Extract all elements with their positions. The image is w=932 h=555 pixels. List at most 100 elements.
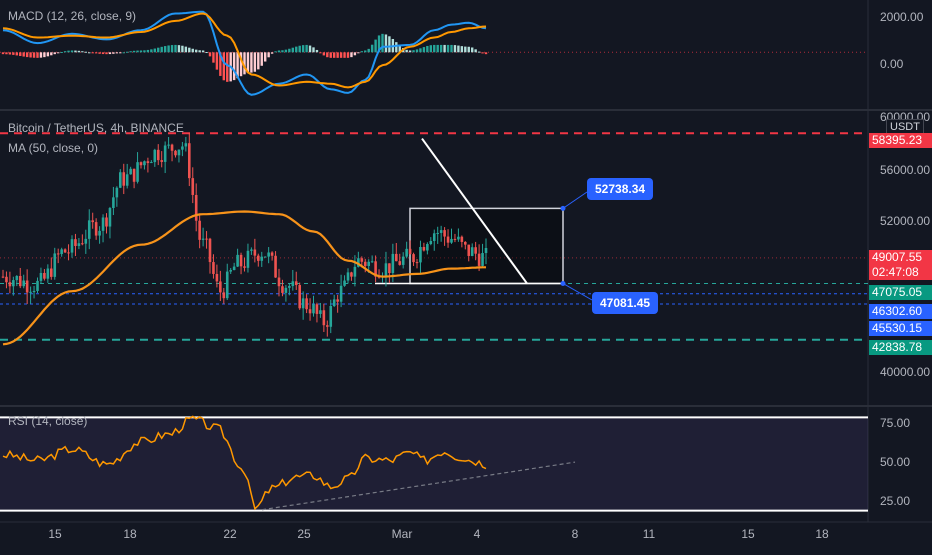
macd-histogram-bar bbox=[308, 45, 312, 53]
candle-body bbox=[108, 208, 112, 227]
box-high-callout[interactable]: 52738.34 bbox=[587, 178, 654, 200]
support-price-tag: 42838.78 bbox=[869, 340, 932, 355]
macd-histogram-bar bbox=[291, 47, 294, 53]
candle-body bbox=[122, 172, 126, 186]
macd-histogram-bar bbox=[222, 52, 225, 81]
macd-histogram-bar bbox=[208, 52, 212, 57]
candle-body bbox=[174, 150, 177, 156]
candle-body bbox=[322, 310, 326, 326]
candle-body bbox=[229, 270, 232, 272]
countdown-tag: 02:47:08 bbox=[869, 265, 932, 280]
callout-connector bbox=[562, 283, 593, 301]
candle-body bbox=[98, 230, 101, 236]
macd-histogram-bar bbox=[288, 48, 291, 53]
candle-body bbox=[208, 238, 212, 263]
candle-body bbox=[250, 249, 253, 251]
macd-histogram-bar bbox=[450, 44, 453, 53]
rsi-band bbox=[0, 417, 868, 511]
macd-histogram-bar bbox=[91, 52, 94, 54]
macd-histogram-bar bbox=[357, 52, 360, 54]
candle-body bbox=[443, 230, 446, 237]
candle-body bbox=[374, 261, 377, 277]
macd-histogram-bar bbox=[367, 48, 370, 53]
candle-body bbox=[326, 325, 329, 327]
macd-histogram-bar bbox=[170, 45, 174, 53]
macd-histogram-bar bbox=[264, 52, 267, 62]
candle-body bbox=[257, 255, 260, 261]
macd-histogram-bar bbox=[146, 49, 150, 53]
candle-body bbox=[84, 238, 88, 244]
macd-histogram-bar bbox=[377, 35, 381, 53]
symbol-title[interactable]: Bitcoin / TetherUS, 4h, BINANCE bbox=[8, 121, 184, 135]
candle-body bbox=[339, 285, 343, 302]
macd-histogram-bar bbox=[215, 52, 219, 70]
candle-body bbox=[105, 217, 108, 227]
macd-histogram-bar bbox=[295, 46, 298, 53]
time-tick-label: 18 bbox=[815, 527, 829, 541]
macd-histogram-bar bbox=[132, 50, 136, 53]
candle-body bbox=[63, 249, 67, 253]
macd-histogram-bar bbox=[439, 44, 443, 53]
candle-body bbox=[188, 143, 191, 179]
support-price-tag: 47075.05 bbox=[869, 285, 932, 300]
candle-body bbox=[353, 266, 357, 277]
macd-histogram-bar bbox=[195, 49, 198, 53]
candle-body bbox=[170, 144, 174, 151]
level-price-tag: 45530.15 bbox=[869, 321, 932, 336]
rsi-line bbox=[2, 415, 487, 511]
candle-body bbox=[32, 290, 36, 292]
macd-histogram-bar bbox=[150, 49, 153, 53]
candle-body bbox=[395, 253, 398, 262]
macd-histogram-bar bbox=[105, 52, 108, 55]
macd-histogram-bar bbox=[122, 52, 125, 54]
macd-histogram-bar bbox=[250, 52, 253, 73]
candle-body bbox=[312, 304, 315, 314]
macd-histogram-bar bbox=[81, 51, 84, 53]
ma-indicator-title[interactable]: MA (50, close, 0) bbox=[8, 141, 99, 155]
macd-histogram-bar bbox=[384, 34, 388, 53]
macd-histogram-bar bbox=[201, 50, 205, 53]
macd-histogram-bar bbox=[36, 52, 39, 58]
macd-histogram-bar bbox=[360, 51, 363, 53]
candle-body bbox=[308, 309, 312, 314]
last-price-tag: 49007.55 bbox=[869, 250, 932, 265]
candle-body bbox=[212, 262, 215, 274]
macd-histogram-bar bbox=[232, 52, 236, 81]
candle-body bbox=[177, 149, 181, 156]
candle-body bbox=[281, 286, 284, 293]
macd-histogram-bar bbox=[236, 52, 239, 79]
macd-histogram-bar bbox=[388, 36, 391, 53]
macd-histogram-bar bbox=[205, 52, 208, 54]
candle-body bbox=[132, 168, 136, 182]
rsi-axis-label: 75.00 bbox=[880, 416, 911, 430]
macd-histogram-bar bbox=[101, 52, 105, 55]
macd-histogram-bar bbox=[157, 47, 160, 53]
candle-body bbox=[156, 149, 160, 161]
macd-histogram-bar bbox=[115, 52, 119, 54]
macd-histogram-bar bbox=[39, 52, 43, 58]
candle-body bbox=[274, 255, 277, 278]
candle-body bbox=[450, 238, 453, 243]
macd-histogram-bar bbox=[381, 33, 384, 53]
macd-histogram-bar bbox=[57, 52, 60, 54]
macd-histogram-bar bbox=[212, 52, 215, 63]
signal-line bbox=[2, 12, 487, 89]
candle-body bbox=[56, 253, 60, 255]
macd-histogram-bar bbox=[315, 49, 319, 53]
macd-histogram-bar bbox=[94, 52, 98, 54]
macd-histogram-bar bbox=[350, 52, 353, 58]
macd-title: MACD (12, 26, close, 9) bbox=[8, 9, 137, 23]
currency-badge[interactable]: USDT bbox=[886, 119, 924, 135]
candle-body bbox=[236, 254, 239, 267]
candle-body bbox=[219, 281, 222, 293]
macd-histogram-bar bbox=[274, 51, 277, 53]
candle-body bbox=[22, 280, 25, 287]
rsi-title: RSI (14, close) bbox=[8, 414, 88, 428]
box-low-callout[interactable]: 47081.45 bbox=[592, 292, 659, 314]
macd-histogram-bar bbox=[336, 52, 339, 58]
candle-body bbox=[343, 280, 346, 286]
candle-body bbox=[350, 272, 353, 277]
candle-body bbox=[363, 261, 367, 266]
